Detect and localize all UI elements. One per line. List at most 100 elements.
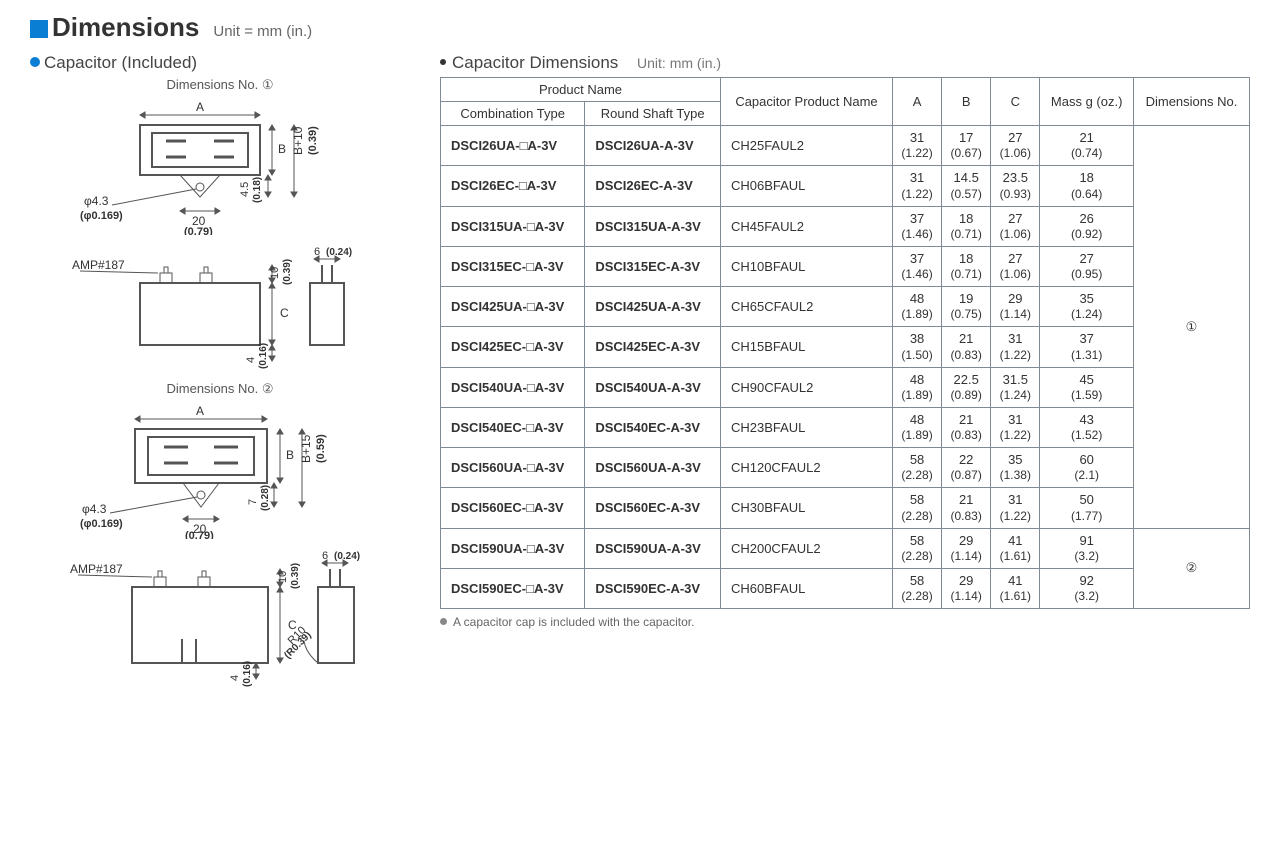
cell-mass: 35(1.24) — [1040, 287, 1134, 327]
svg-text:6: 6 — [322, 550, 328, 562]
cell-C: 41(1.61) — [991, 568, 1040, 608]
cell-B: 18(0.71) — [942, 206, 991, 246]
black-dot-icon — [440, 59, 446, 65]
cell-C: 29(1.14) — [991, 287, 1040, 327]
cell-mass: 92(3.2) — [1040, 568, 1134, 608]
cell-combo: DSCI26EC-□A-3V — [441, 166, 585, 206]
cell-round: DSCI26UA-A-3V — [585, 126, 721, 166]
cell-mass: 21(0.74) — [1040, 126, 1134, 166]
dim-no-1-label: Dimensions No. ① — [30, 77, 410, 93]
footnote-dot-icon — [440, 618, 447, 625]
cell-C: 31(1.22) — [991, 407, 1040, 447]
svg-text:(0.59): (0.59) — [315, 434, 327, 463]
cell-round: DSCI540UA-A-3V — [585, 367, 721, 407]
svg-text:4: 4 — [229, 675, 241, 681]
cell-B: 21(0.83) — [942, 407, 991, 447]
svg-text:(φ0.169): (φ0.169) — [80, 210, 123, 222]
cell-combo: DSCI590EC-□A-3V — [441, 568, 585, 608]
cell-dimno: ① — [1133, 126, 1249, 529]
th-dimno: Dimensions No. — [1133, 78, 1249, 126]
cell-cap: CH120CFAUL2 — [720, 448, 892, 488]
svg-text:(0.28): (0.28) — [260, 485, 271, 511]
cell-round: DSCI425UA-A-3V — [585, 287, 721, 327]
th-mass: Mass g (oz.) — [1040, 78, 1134, 126]
cell-B: 17(0.67) — [942, 126, 991, 166]
cell-mass: 91(3.2) — [1040, 528, 1134, 568]
cell-mass: 60(2.1) — [1040, 448, 1134, 488]
cell-cap: CH90CFAUL2 — [720, 367, 892, 407]
diagram-1-side-svg: AMP#187 10 (0.39) 6 (0.24) C 4 (0.16) — [70, 243, 370, 373]
cell-mass: 45(1.59) — [1040, 367, 1134, 407]
right-heading-text: Capacitor Dimensions — [452, 53, 618, 72]
svg-text:10: 10 — [277, 571, 289, 583]
left-column: Capacitor (Included) Dimensions No. ① — [30, 53, 410, 705]
svg-text:(0.24): (0.24) — [326, 247, 352, 258]
cell-C: 27(1.06) — [991, 246, 1040, 286]
cell-round: DSCI560UA-A-3V — [585, 448, 721, 488]
cell-cap: CH25FAUL2 — [720, 126, 892, 166]
cell-combo: DSCI540UA-□A-3V — [441, 367, 585, 407]
svg-text:(0.16): (0.16) — [242, 661, 253, 687]
cell-cap: CH45FAUL2 — [720, 206, 892, 246]
cell-C: 27(1.06) — [991, 126, 1040, 166]
cell-B: 29(1.14) — [942, 568, 991, 608]
table-row: DSCI590UA-□A-3VDSCI590UA-A-3VCH200CFAUL2… — [441, 528, 1250, 568]
table-row: DSCI560UA-□A-3VDSCI560UA-A-3VCH120CFAUL2… — [441, 448, 1250, 488]
table-row: DSCI425EC-□A-3VDSCI425EC-A-3VCH15BFAUL38… — [441, 327, 1250, 367]
svg-text:(0.24): (0.24) — [334, 551, 360, 562]
cell-B: 18(0.71) — [942, 246, 991, 286]
cell-combo: DSCI590UA-□A-3V — [441, 528, 585, 568]
cell-round: DSCI315EC-A-3V — [585, 246, 721, 286]
cell-A: 31(1.22) — [893, 126, 942, 166]
page-title-row: Dimensions Unit = mm (in.) — [30, 12, 1250, 43]
svg-text:4: 4 — [245, 357, 257, 363]
cell-dimno: ② — [1133, 528, 1249, 609]
diagram-2-top: A B B+15 (0.59) φ4.3 (φ0.169) 20 (0.79) … — [30, 399, 410, 539]
svg-text:(0.39): (0.39) — [282, 259, 293, 285]
svg-text:B+10: B+10 — [291, 126, 305, 155]
left-heading: Capacitor (Included) — [30, 53, 410, 73]
cell-C: 23.5(0.93) — [991, 166, 1040, 206]
page-title: Dimensions — [30, 12, 199, 43]
footnote-text: A capacitor cap is included with the cap… — [453, 615, 694, 629]
cell-round: DSCI590EC-A-3V — [585, 568, 721, 608]
cell-A: 31(1.22) — [893, 166, 942, 206]
cell-cap: CH10BFAUL — [720, 246, 892, 286]
svg-text:A: A — [196, 404, 204, 418]
th-C: C — [991, 78, 1040, 126]
svg-text:(0.79): (0.79) — [185, 530, 214, 539]
cell-A: 48(1.89) — [893, 407, 942, 447]
table-row: DSCI590EC-□A-3VDSCI590EC-A-3VCH60BFAUL58… — [441, 568, 1250, 608]
cell-mass: 37(1.31) — [1040, 327, 1134, 367]
table-row: DSCI26EC-□A-3VDSCI26EC-A-3VCH06BFAUL31(1… — [441, 166, 1250, 206]
footnote: A capacitor cap is included with the cap… — [440, 615, 1250, 629]
cell-cap: CH15BFAUL — [720, 327, 892, 367]
svg-text:(0.79): (0.79) — [184, 226, 213, 235]
title-text: Dimensions — [52, 12, 199, 42]
cell-A: 58(2.28) — [893, 448, 942, 488]
table-row: DSCI315UA-□A-3VDSCI315UA-A-3VCH45FAUL237… — [441, 206, 1250, 246]
diagram-2-top-svg: A B B+15 (0.59) φ4.3 (φ0.169) 20 (0.79) … — [80, 399, 360, 539]
table-row: DSCI560EC-□A-3VDSCI560EC-A-3VCH30BFAUL58… — [441, 488, 1250, 528]
svg-text:B: B — [286, 448, 294, 462]
th-round: Round Shaft Type — [585, 102, 721, 126]
cell-cap: CH30BFAUL — [720, 488, 892, 528]
blue-dot-icon — [30, 57, 40, 67]
cell-round: DSCI560EC-A-3V — [585, 488, 721, 528]
cell-mass: 43(1.52) — [1040, 407, 1134, 447]
cell-round: DSCI540EC-A-3V — [585, 407, 721, 447]
cell-cap: CH23BFAUL — [720, 407, 892, 447]
th-combo: Combination Type — [441, 102, 585, 126]
cell-A: 58(2.28) — [893, 488, 942, 528]
svg-text:φ4.3: φ4.3 — [82, 502, 107, 516]
svg-text:(0.16): (0.16) — [258, 343, 269, 369]
svg-text:(φ0.169): (φ0.169) — [80, 518, 123, 530]
capacitor-dimensions-table: Product Name Capacitor Product Name A B … — [440, 77, 1250, 609]
svg-text:B+15: B+15 — [299, 434, 313, 463]
cell-cap: CH200CFAUL2 — [720, 528, 892, 568]
cell-A: 58(2.28) — [893, 528, 942, 568]
svg-text:C: C — [280, 306, 289, 320]
cell-A: 58(2.28) — [893, 568, 942, 608]
two-column-layout: Capacitor (Included) Dimensions No. ① — [30, 53, 1250, 705]
diagram-2-side-svg: AMP#187 10 (0.39) 6 (0.24) C 4 (0.16) R1… — [70, 547, 370, 697]
